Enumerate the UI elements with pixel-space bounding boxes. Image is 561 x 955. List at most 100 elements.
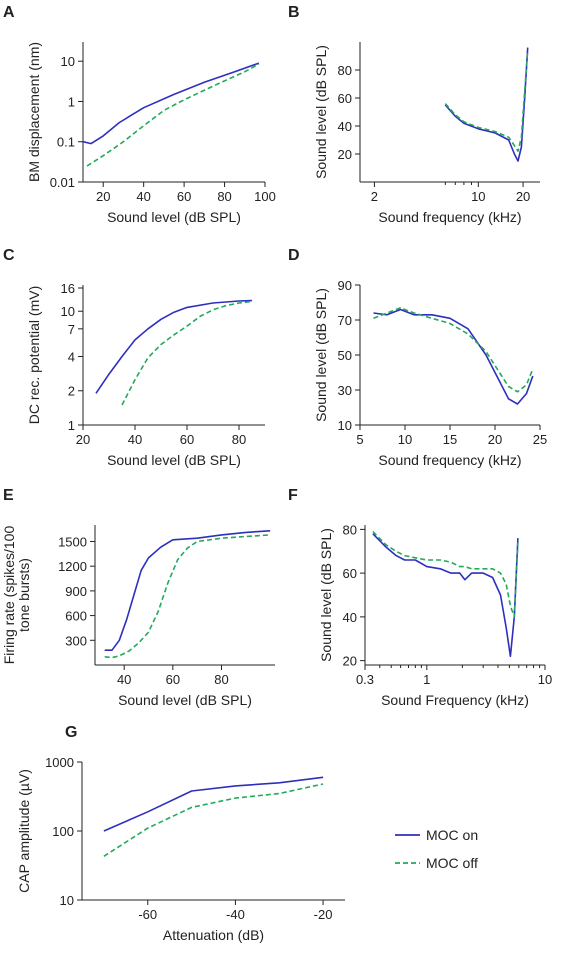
- x-tick-label: 0.3: [356, 672, 374, 687]
- x-tick-label: 2: [371, 189, 378, 204]
- y-tick-label: 40: [343, 610, 357, 625]
- y-tick-label: 900: [65, 584, 87, 599]
- series-line-moc-off: [104, 534, 271, 659]
- x-tick-label: -20: [314, 907, 333, 922]
- x-tick-label: -60: [138, 907, 157, 922]
- y-tick-label: 50: [338, 348, 352, 363]
- series-line-moc-on: [103, 776, 324, 832]
- panel-f: F 0.3 1 10 20 40 60 80 Sound Frequency (kHz) Soun…: [288, 487, 552, 708]
- panel-d: D 5 10 15 20 25 10 30 50 70 90 Sound frequency (kHz…: [288, 247, 547, 468]
- x-tick-label: 80: [217, 189, 231, 204]
- x-tick-label: 20: [76, 432, 90, 447]
- y-tick-label: 16: [61, 281, 75, 296]
- series-line-moc-off: [103, 783, 324, 857]
- series-line-moc-on: [82, 62, 260, 145]
- series-line-moc-on: [372, 533, 519, 658]
- x-axis-label: Sound frequency (kHz): [378, 209, 521, 225]
- x-tick-label: 20: [516, 189, 530, 204]
- panel-letter: G: [65, 724, 77, 741]
- y-tick-label: 100: [52, 824, 74, 839]
- y-tick-label: 90: [338, 278, 352, 293]
- y-tick-label: 1200: [58, 559, 87, 574]
- series-line-moc-on: [373, 308, 534, 405]
- y-tick-label: 30: [338, 383, 352, 398]
- panel-letter: F: [288, 487, 298, 504]
- y-tick-label: 20: [343, 654, 357, 669]
- panel-letter: D: [288, 247, 300, 264]
- y-tick-label: 10: [60, 893, 74, 908]
- x-tick-label: 80: [232, 432, 246, 447]
- y-axis-label: Firing rate (spikes/100tone bursts): [1, 526, 32, 665]
- x-tick-label: 40: [117, 672, 131, 687]
- panel-a: A 20 40 60 80 100 0.01 0.1 1 10 Sound level (dB SP…: [3, 4, 276, 225]
- series-line-moc-off: [121, 300, 253, 406]
- x-tick-label: 20: [96, 189, 110, 204]
- y-axis-label: Sound level (dB SPL): [313, 45, 329, 179]
- series-line-moc-on: [104, 530, 271, 652]
- x-axis-label: Sound level (dB SPL): [118, 692, 252, 708]
- panel-letter: C: [3, 247, 15, 264]
- x-tick-label: 60: [180, 432, 194, 447]
- y-tick-label: 600: [65, 609, 87, 624]
- x-tick-label: 5: [356, 432, 363, 447]
- x-axis-label: Sound level (dB SPL): [107, 452, 241, 468]
- x-tick-label: 15: [443, 432, 457, 447]
- x-tick-label: 1: [423, 672, 430, 687]
- y-tick-label: 2: [68, 384, 75, 399]
- panel-b: B 2 10 20 20 40 60 80 Sound frequency (kHz) Sound…: [288, 4, 540, 225]
- x-tick-label: -40: [226, 907, 245, 922]
- panel-letter: E: [3, 487, 14, 504]
- y-axis-label: Sound level (dB SPL): [318, 528, 334, 662]
- y-tick-label: 1500: [58, 534, 87, 549]
- series-line-moc-off: [86, 63, 260, 167]
- panel-c: C 20 40 60 80 1 2 4 7 10 16 Sound level (dB SPL) DC …: [3, 247, 265, 468]
- legend: MOC on MOC off: [395, 827, 478, 871]
- x-tick-label: 20: [488, 432, 502, 447]
- y-tick-label: 7: [68, 322, 75, 337]
- y-tick-label: 40: [338, 119, 352, 134]
- x-axis-label: Sound frequency (kHz): [378, 452, 521, 468]
- x-tick-label: 10: [471, 189, 485, 204]
- x-tick-label: 80: [214, 672, 228, 687]
- series-line-moc-off: [372, 531, 519, 618]
- y-tick-label: 60: [343, 566, 357, 581]
- x-tick-label: 10: [398, 432, 412, 447]
- y-tick-label: 1: [68, 418, 75, 433]
- y-axis-label: BM displacement (nm): [26, 42, 42, 182]
- y-tick-label: 80: [338, 63, 352, 78]
- panel-e: E 40 60 80 300 600 900 1200 1500 Sound level (dB …: [1, 487, 275, 708]
- y-tick-label: 60: [338, 91, 352, 106]
- x-axis-label: Sound level (dB SPL): [107, 209, 241, 225]
- series-line-moc-off: [373, 306, 534, 393]
- y-tick-label: 4: [68, 349, 75, 364]
- y-tick-label: 1: [68, 94, 75, 109]
- x-axis-label: Attenuation (dB): [163, 927, 264, 943]
- legend-label: MOC on: [426, 827, 478, 843]
- y-tick-label: 80: [343, 522, 357, 537]
- y-axis-label: DC rec. potential (mV): [26, 286, 42, 424]
- y-tick-label: 0.1: [57, 135, 75, 150]
- y-tick-label: 10: [61, 304, 75, 319]
- series-line-moc-on: [444, 47, 529, 162]
- x-tick-label: 25: [533, 432, 547, 447]
- y-axis-label: Sound level (dB SPL): [313, 288, 329, 422]
- legend-label: MOC off: [426, 855, 478, 871]
- y-tick-label: 10: [338, 418, 352, 433]
- x-tick-label: 40: [128, 432, 142, 447]
- x-tick-label: 10: [538, 672, 552, 687]
- series-line-moc-off: [444, 50, 529, 152]
- x-tick-label: 60: [177, 189, 191, 204]
- y-axis-label: CAP amplitude (µV): [16, 769, 32, 893]
- panel-letter: B: [288, 4, 300, 21]
- y-tick-label: 300: [65, 633, 87, 648]
- x-tick-label: 100: [254, 189, 276, 204]
- y-tick-label: 1000: [45, 755, 74, 770]
- panel-letter: A: [3, 4, 15, 21]
- y-tick-label: 20: [338, 147, 352, 162]
- series-line-moc-on: [95, 299, 253, 394]
- x-axis-label: Sound Frequency (kHz): [381, 692, 529, 708]
- y-tick-label: 10: [61, 54, 75, 69]
- x-tick-label: 40: [136, 189, 150, 204]
- panel-g: G -60 -40 -20 10 100 1000 Attenuation (dB) CAP a…: [16, 724, 345, 943]
- x-tick-label: 60: [166, 672, 180, 687]
